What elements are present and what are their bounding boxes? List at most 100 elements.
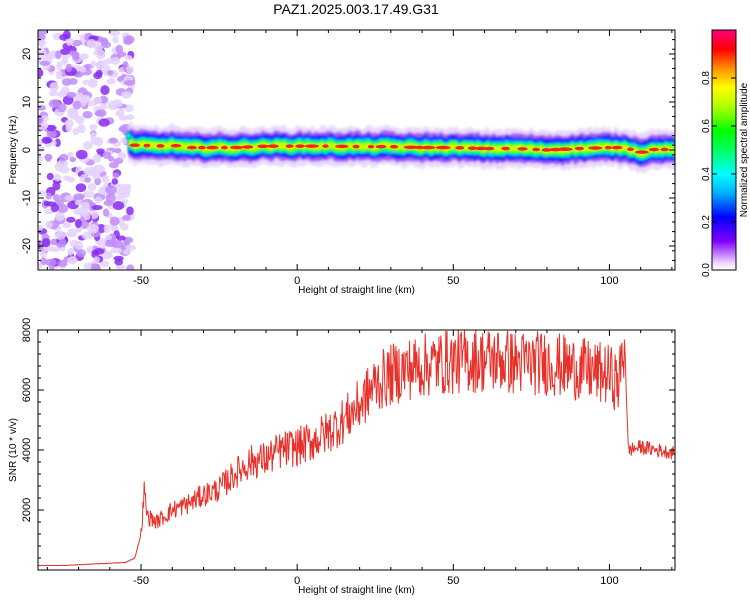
noise-blob xyxy=(106,78,116,85)
noise-blob xyxy=(66,228,78,238)
ridge-peaks xyxy=(129,143,669,154)
noise-blob xyxy=(45,220,53,229)
ridge-peak xyxy=(206,145,219,150)
snr-x-tick-label: -50 xyxy=(133,575,149,587)
noise-blob xyxy=(76,249,87,258)
noise-blob xyxy=(123,185,131,194)
noise-blob xyxy=(54,231,66,240)
noise-blob xyxy=(121,91,132,99)
noise-blob xyxy=(56,61,63,71)
noise-blob xyxy=(46,124,57,132)
noise-blob xyxy=(123,39,133,45)
noise-blob xyxy=(67,247,74,256)
ridge-peak xyxy=(295,144,305,148)
noise-blob xyxy=(45,258,57,267)
noise-blob xyxy=(102,208,110,217)
noise-blob xyxy=(83,210,91,221)
spectrogram-x-tick-label: 100 xyxy=(600,275,618,287)
ridge-peak xyxy=(467,146,478,150)
noise-blob xyxy=(100,85,110,96)
noise-blob xyxy=(38,146,46,152)
noise-blob xyxy=(119,223,129,231)
noise-blob xyxy=(123,79,135,86)
noise-blob xyxy=(72,100,82,110)
ridge-peak xyxy=(421,145,436,150)
noise-blob xyxy=(38,190,46,197)
noise-blob xyxy=(39,257,47,266)
noise-blob xyxy=(75,149,88,160)
noise-blob xyxy=(74,208,83,215)
noise-blob xyxy=(38,154,43,164)
noise-blob xyxy=(49,246,61,253)
noise-blob xyxy=(57,259,68,268)
ridge-peak xyxy=(484,146,495,151)
noise-blob xyxy=(38,68,44,78)
noise-blob xyxy=(64,119,74,128)
colorbar-tick-label: 0.2 xyxy=(701,215,712,229)
noise-blob xyxy=(105,185,118,195)
noise-blob xyxy=(46,128,57,139)
snr-x-tick-label: 50 xyxy=(447,575,459,587)
noise-blob xyxy=(56,159,69,168)
noise-blob xyxy=(84,177,92,183)
noise-blob xyxy=(38,225,44,231)
noise-blob xyxy=(48,89,58,97)
noise-blob xyxy=(108,30,121,37)
noise-blob xyxy=(116,235,126,241)
ridge-peak xyxy=(257,144,269,149)
noise-blob xyxy=(94,110,105,117)
noise-blobs xyxy=(38,30,137,270)
spectrogram-x-tick-label: -50 xyxy=(133,275,149,287)
noise-blob xyxy=(91,204,103,211)
ridge-peak xyxy=(229,145,243,150)
snr-x-axis-label: Height of straight line (km) xyxy=(298,585,415,596)
spectrogram-y-tick-label: -20 xyxy=(21,238,33,254)
ridge-peak xyxy=(435,145,451,150)
noise-blob xyxy=(38,47,46,53)
noise-blob xyxy=(100,104,108,110)
noise-blob xyxy=(76,123,86,134)
spectrogram-y-axis-label: Frequency (Hz) xyxy=(8,116,19,185)
noise-blob xyxy=(92,97,103,104)
ridge-peak xyxy=(574,146,585,151)
noise-blob xyxy=(96,49,106,60)
noise-blob xyxy=(101,41,112,49)
noise-blob xyxy=(68,78,78,85)
spectrogram-y-tick-label: 10 xyxy=(21,96,33,108)
ridge-peak xyxy=(517,147,528,151)
noise-blob xyxy=(43,137,53,144)
ridge-peak xyxy=(335,144,349,149)
noise-blob xyxy=(62,175,72,181)
ridge-peak xyxy=(475,146,488,151)
noise-blob xyxy=(110,57,121,65)
noise-blob xyxy=(80,97,87,107)
ridge-band-yellow xyxy=(128,139,675,157)
ridge-peak xyxy=(588,146,603,150)
noise-blob xyxy=(98,118,110,127)
spectrogram-x-axis-label: Height of straight line (km) xyxy=(298,285,415,296)
ridge-peak xyxy=(375,144,387,149)
ridge-peak xyxy=(635,150,649,154)
noise-blob xyxy=(87,183,97,192)
noise-blob xyxy=(39,250,47,258)
snr-y-tick-label: 4000 xyxy=(21,438,33,462)
snr-y-tick-label: 8000 xyxy=(21,318,33,342)
noise-blob xyxy=(94,177,102,186)
noise-blob xyxy=(74,219,82,229)
noise-blob xyxy=(62,222,72,229)
colorbar-tick-label: 0.0 xyxy=(701,263,712,277)
ridge-peak xyxy=(541,148,552,152)
colorbar-label: Normalized spectral amplitude xyxy=(739,82,750,217)
noise-blob xyxy=(104,240,117,248)
ridge-peak xyxy=(557,147,573,151)
noise-blob xyxy=(83,190,95,198)
noise-blob xyxy=(87,224,100,234)
noise-blob xyxy=(67,256,78,265)
ridge-peak xyxy=(532,147,541,152)
noise-blob xyxy=(93,264,101,270)
noise-blob xyxy=(123,249,130,255)
noise-blob xyxy=(52,194,61,202)
noise-blob xyxy=(57,203,69,214)
